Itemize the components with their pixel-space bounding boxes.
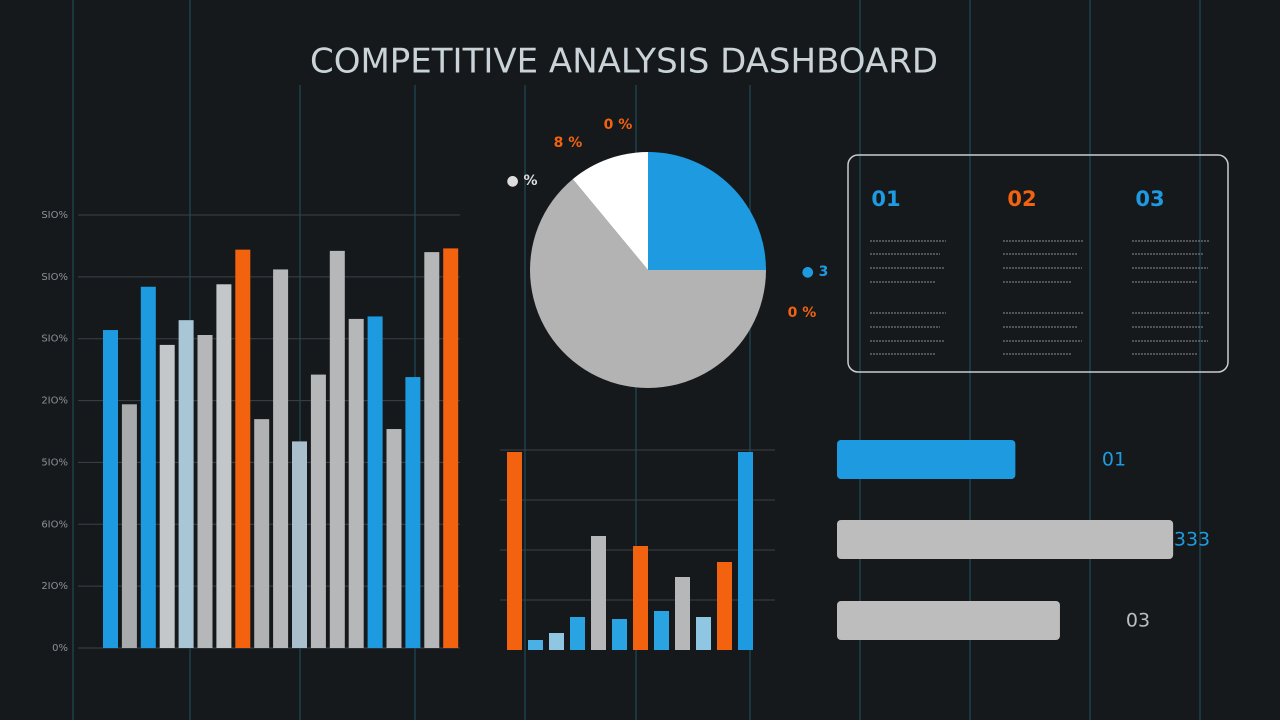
bar: [717, 562, 732, 650]
pie-annotation: ● %: [506, 173, 537, 189]
bar: [424, 252, 440, 648]
bar: [273, 269, 289, 648]
pie-slice: [572, 152, 648, 270]
bar: [405, 377, 421, 648]
placeholder-text: [870, 240, 1210, 355]
pie-annotation: 8 %: [554, 135, 583, 151]
y-tick-label: 2IO%: [41, 396, 68, 407]
y-tick-label: SIO%: [41, 210, 68, 221]
y-tick-label: SIO%: [41, 272, 68, 283]
y-tick-label: SIO%: [41, 334, 68, 345]
bar: [140, 286, 156, 648]
bar: [654, 611, 669, 650]
bar: [197, 335, 213, 648]
bar: [310, 374, 326, 648]
y-tick-label: 6IO%: [41, 519, 68, 530]
hbar-label: 01: [1102, 449, 1126, 471]
pie-slice: [648, 152, 766, 270]
hbar: [837, 440, 1016, 479]
bar: [591, 536, 606, 650]
pie-slice: [530, 179, 766, 388]
bar: [178, 320, 194, 648]
bar: [570, 617, 585, 650]
bar: [507, 452, 522, 650]
bar: [675, 577, 690, 650]
bar: [159, 344, 175, 648]
hbar: [837, 601, 1060, 640]
bar: [103, 330, 118, 648]
bar: [121, 404, 137, 648]
bar: [254, 419, 270, 648]
bar: [738, 452, 753, 650]
panel-heading: 01: [871, 187, 900, 211]
bar: [292, 441, 307, 648]
bar: [443, 248, 459, 648]
pie-annotation: ● 3: [802, 264, 829, 280]
bar: [367, 316, 383, 648]
bar: [348, 318, 364, 648]
info-panel: [847, 154, 1229, 373]
bar: [329, 250, 345, 648]
bar: [386, 429, 402, 648]
hbar-label: 333: [1174, 529, 1210, 551]
hbar: [837, 520, 1174, 559]
bar: [612, 619, 627, 650]
hbar-label: 03: [1126, 610, 1150, 632]
panel-heading: 03: [1135, 187, 1164, 211]
panel-heading: 02: [1007, 187, 1036, 211]
bar: [696, 617, 711, 650]
y-tick-label: 0%: [52, 643, 68, 654]
y-tick-label: 5IO%: [41, 457, 68, 468]
dashboard-title: COMPETITIVE ANALYSIS DASHBOARD: [310, 42, 938, 82]
bar: [528, 640, 543, 650]
pie-annotation: 0 %: [604, 117, 633, 133]
bar: [216, 284, 232, 648]
bar: [549, 633, 564, 650]
bar: [633, 546, 648, 650]
y-tick-label: 2IO%: [41, 581, 68, 592]
pie-annotation: 0 %: [788, 305, 817, 321]
bar: [235, 249, 251, 648]
